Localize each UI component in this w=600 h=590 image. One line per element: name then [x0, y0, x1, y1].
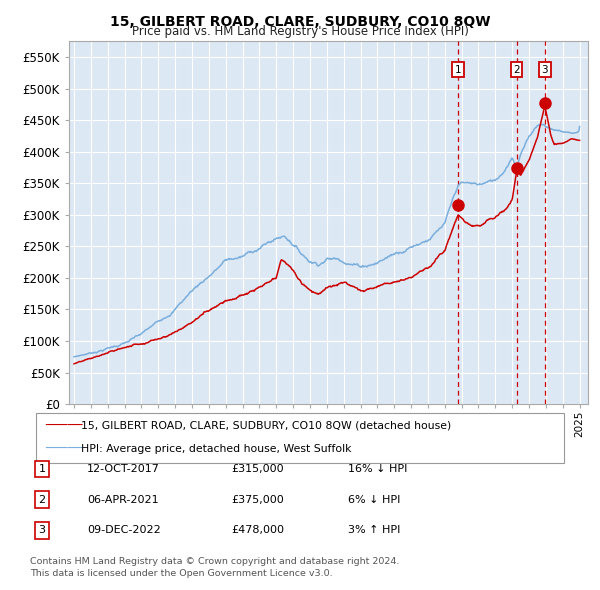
Text: 16% ↓ HPI: 16% ↓ HPI — [348, 464, 407, 474]
Text: This data is licensed under the Open Government Licence v3.0.: This data is licensed under the Open Gov… — [30, 569, 332, 578]
Text: 06-APR-2021: 06-APR-2021 — [87, 495, 158, 504]
Text: 3% ↑ HPI: 3% ↑ HPI — [348, 526, 400, 535]
Text: 09-DEC-2022: 09-DEC-2022 — [87, 526, 161, 535]
Text: 2: 2 — [38, 495, 46, 504]
Text: £375,000: £375,000 — [231, 495, 284, 504]
Text: 12-OCT-2017: 12-OCT-2017 — [87, 464, 160, 474]
Text: 6% ↓ HPI: 6% ↓ HPI — [348, 495, 400, 504]
Text: 2: 2 — [513, 65, 520, 75]
Text: ─────: ───── — [45, 418, 83, 432]
Text: 15, GILBERT ROAD, CLARE, SUDBURY, CO10 8QW (detached house): 15, GILBERT ROAD, CLARE, SUDBURY, CO10 8… — [81, 420, 451, 430]
Text: Contains HM Land Registry data © Crown copyright and database right 2024.: Contains HM Land Registry data © Crown c… — [30, 558, 400, 566]
Text: ─────: ───── — [45, 442, 83, 455]
Text: 3: 3 — [542, 65, 548, 75]
Text: £315,000: £315,000 — [231, 464, 284, 474]
Text: Price paid vs. HM Land Registry's House Price Index (HPI): Price paid vs. HM Land Registry's House … — [131, 25, 469, 38]
Text: £478,000: £478,000 — [231, 526, 284, 535]
Text: HPI: Average price, detached house, West Suffolk: HPI: Average price, detached house, West… — [81, 444, 352, 454]
Text: 1: 1 — [455, 65, 461, 75]
Text: 1: 1 — [38, 464, 46, 474]
Text: 15, GILBERT ROAD, CLARE, SUDBURY, CO10 8QW: 15, GILBERT ROAD, CLARE, SUDBURY, CO10 8… — [110, 15, 490, 29]
Text: 3: 3 — [38, 526, 46, 535]
